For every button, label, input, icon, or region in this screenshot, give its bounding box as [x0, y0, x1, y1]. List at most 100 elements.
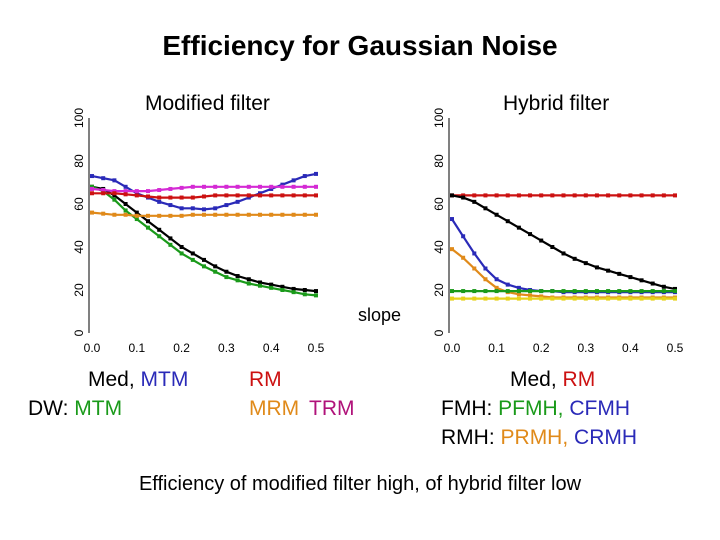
data-point-0-trm-5 — [146, 189, 150, 194]
data-point-0-mrm-0 — [90, 210, 94, 215]
data-point-1-med-14 — [606, 268, 611, 273]
data-point-0-med-15 — [258, 280, 262, 285]
data-point-0-mrm-4 — [134, 213, 139, 218]
data-point-0-mrm-15 — [258, 212, 262, 217]
data-point-0-trm-1 — [101, 188, 106, 193]
data-point-0-med-13 — [235, 274, 240, 279]
data-point-0-trm-8 — [179, 185, 184, 190]
data-point-0-med-2 — [112, 193, 117, 198]
data-point-1-crmh-7 — [528, 296, 533, 301]
data-point-1-pfmh-19 — [661, 289, 666, 294]
data-point-0-mrm-19 — [302, 212, 307, 217]
legend-mrm: MRM — [249, 397, 300, 420]
data-point-1-pfmh-12 — [583, 289, 588, 294]
y-tick-label-0-0: 0 — [72, 329, 86, 336]
data-point-1-rm-10 — [561, 193, 566, 198]
data-point-0-mrm-2 — [112, 212, 117, 217]
data-point-1-med-4 — [494, 212, 499, 217]
data-point-1-rm-19 — [661, 193, 666, 198]
data-point-1-med-3 — [483, 206, 488, 211]
data-point-1-cfmh-0 — [450, 217, 454, 222]
data-point-0-rm-0 — [90, 191, 94, 196]
data-point-1-prmh-4 — [494, 285, 499, 290]
data-point-1-med-13 — [594, 265, 599, 270]
chart-title: Efficiency for Gaussian Noise — [162, 30, 558, 61]
data-point-0-mrm-17 — [280, 212, 285, 217]
data-point-0-med-19 — [302, 288, 307, 292]
data-point-1-pfmh-3 — [483, 289, 488, 294]
data-point-1-pfmh-14 — [606, 289, 611, 294]
slope-label: slope — [358, 305, 402, 325]
data-point-0-med-16 — [269, 282, 274, 287]
data-point-0-med-5 — [146, 219, 150, 224]
footer-caption: Efficiency of modified filter high, of h… — [138, 473, 582, 495]
hybrid-filter-subtitle: Hybrid filter — [503, 92, 610, 115]
data-point-1-rm-13 — [594, 193, 599, 198]
data-point-0-dw-mtm-3 — [123, 208, 128, 213]
data-point-0-mrm-14 — [246, 212, 251, 217]
data-point-0-mtm-1 — [101, 176, 106, 181]
data-point-0-rm-3 — [123, 192, 128, 197]
data-point-1-crmh-19 — [661, 296, 666, 301]
data-point-0-med-10 — [202, 257, 206, 262]
legend-right-line1: Med, RM — [510, 368, 595, 392]
data-point-1-crmh-0 — [450, 296, 454, 301]
data-point-1-pfmh-4 — [494, 289, 499, 294]
data-point-0-mtm-2 — [112, 178, 117, 183]
data-point-0-trm-16 — [269, 184, 274, 189]
data-point-0-trm-2 — [112, 189, 117, 194]
data-point-0-mrm-1 — [101, 211, 106, 216]
data-point-1-rm-14 — [606, 193, 611, 198]
data-point-1-cfmh-4 — [494, 277, 499, 282]
data-point-0-mtm-20 — [314, 171, 318, 176]
legend-hybrid-rm: RM — [562, 368, 596, 391]
data-point-1-crmh-10 — [561, 296, 566, 301]
x-tick-label-1-3: 0.3 — [577, 341, 594, 355]
data-point-1-pfmh-0 — [450, 289, 454, 294]
data-point-1-cfmh-5 — [505, 282, 510, 287]
data-point-0-mrm-11 — [213, 212, 218, 217]
data-point-1-pfmh-7 — [528, 289, 533, 294]
data-point-1-med-12 — [583, 261, 588, 266]
modified-filter-subtitle: Modified filter — [145, 92, 270, 115]
data-point-1-crmh-13 — [594, 296, 599, 301]
data-point-0-mtm-19 — [302, 174, 307, 179]
data-point-0-rm-5 — [146, 194, 150, 199]
y-tick-label-1-5: 100 — [432, 108, 446, 128]
data-point-0-trm-13 — [235, 184, 240, 189]
data-point-0-mtm-15 — [258, 191, 262, 196]
data-point-0-rm-6 — [157, 195, 162, 200]
data-point-0-med-7 — [168, 236, 173, 241]
data-point-0-mtm-16 — [269, 186, 274, 191]
legend-cfmh: CFMH — [569, 397, 630, 420]
data-point-1-crmh-1 — [461, 296, 466, 301]
data-point-0-mrm-8 — [179, 213, 184, 218]
legend-med: Med, — [88, 368, 135, 391]
data-point-1-crmh-18 — [650, 296, 655, 301]
data-point-0-med-14 — [246, 277, 251, 282]
data-point-1-crmh-20 — [673, 296, 677, 301]
data-point-0-dw-mtm-13 — [235, 278, 240, 283]
data-point-1-crmh-16 — [628, 296, 633, 301]
data-point-1-pfmh-16 — [628, 289, 633, 294]
data-point-0-trm-10 — [202, 184, 206, 189]
data-point-1-prmh-6 — [516, 292, 521, 297]
data-point-1-crmh-9 — [550, 296, 555, 301]
data-point-0-dw-mtm-20 — [314, 293, 318, 298]
data-point-1-prmh-7 — [528, 293, 533, 298]
y-tick-label-1-4: 80 — [432, 154, 446, 168]
data-point-0-dw-mtm-18 — [291, 290, 296, 295]
data-point-0-trm-7 — [168, 186, 173, 191]
data-point-1-med-0 — [450, 193, 454, 198]
data-point-1-med-20 — [673, 286, 677, 291]
data-point-0-mrm-5 — [146, 213, 150, 218]
data-point-1-med-9 — [550, 245, 555, 249]
data-point-1-rm-2 — [472, 193, 477, 198]
legend-hybrid-med: Med, — [510, 368, 557, 391]
data-point-1-rm-1 — [461, 193, 466, 198]
data-point-0-rm-20 — [314, 193, 318, 198]
data-point-1-med-5 — [505, 219, 510, 224]
data-point-0-mrm-9 — [190, 212, 195, 217]
legend-crmh: CRMH — [574, 426, 638, 449]
